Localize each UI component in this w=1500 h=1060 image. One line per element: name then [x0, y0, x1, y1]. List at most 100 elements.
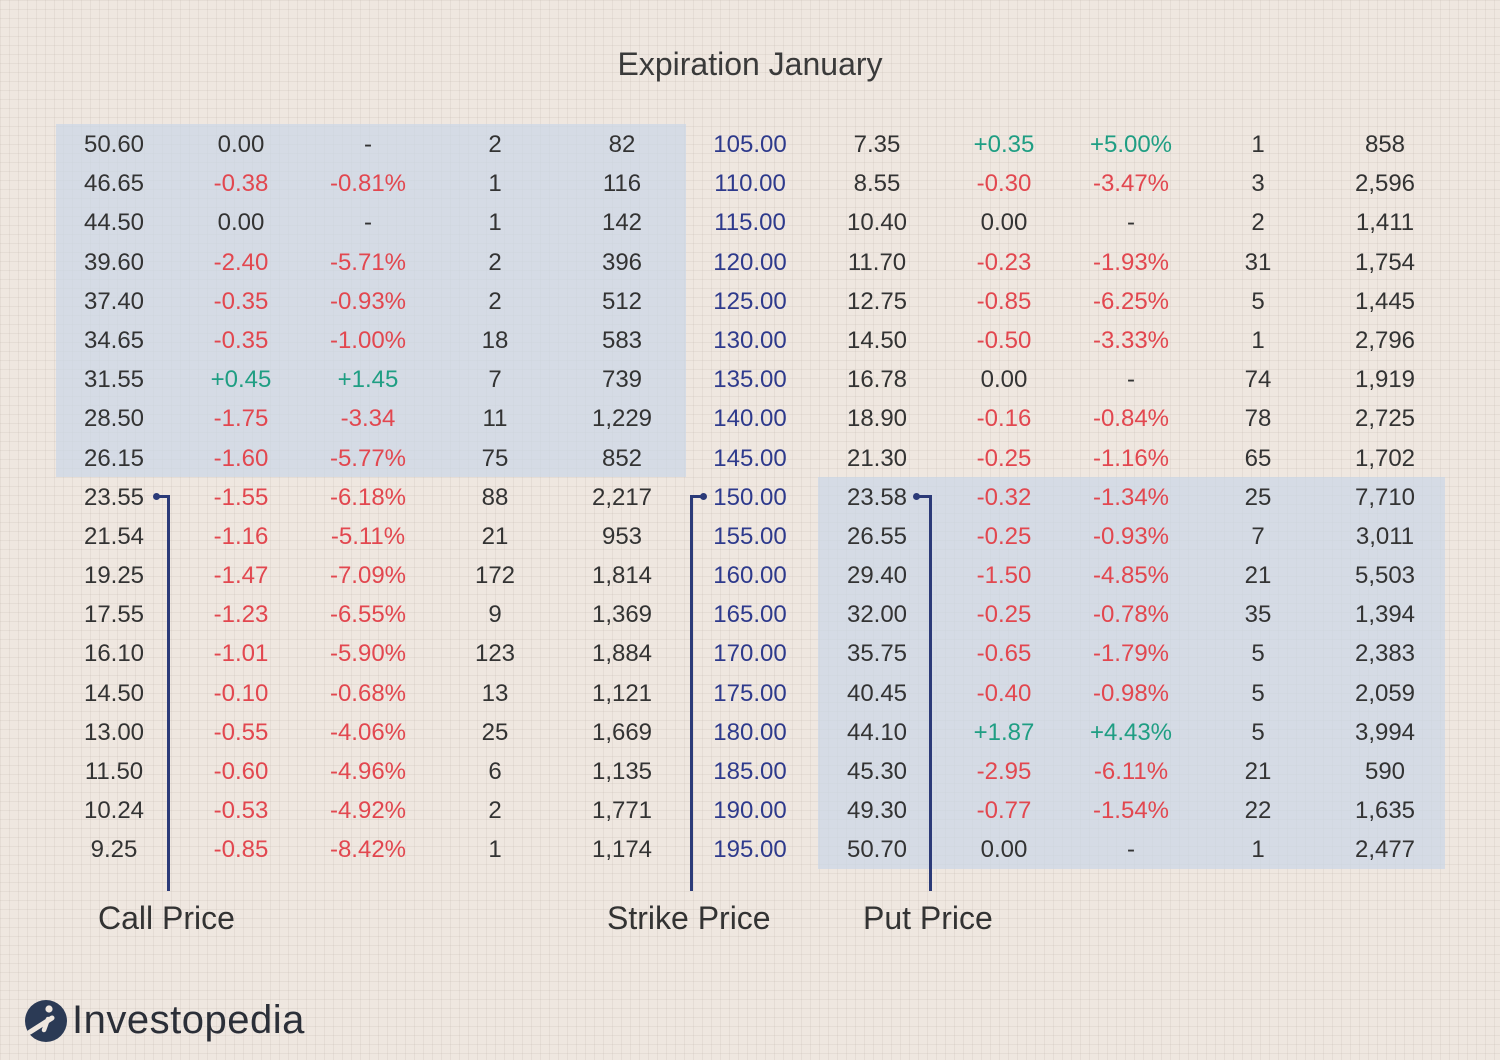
strike-cell: 175.00	[713, 679, 787, 707]
strike-cell: 135.00	[713, 366, 787, 394]
put-change-cell: -0.25	[976, 444, 1032, 472]
put-change-cell: -0.65	[976, 640, 1032, 668]
put-change-cell: -0.16	[976, 405, 1032, 433]
table-row: 50.60 0.00 - 2 82 105.00 7.35 +0.35 +5.00% 1 858	[50, 125, 1450, 164]
call-open-interest-cell: 1,174	[591, 836, 653, 864]
call-change-cell: +0.45	[210, 366, 272, 394]
put-pct-change-cell: -3.33%	[1092, 326, 1170, 354]
put-volume-cell: 1	[1251, 836, 1265, 864]
put-open-interest-cell: 1,919	[1354, 366, 1416, 394]
strike-cell: 120.00	[713, 248, 787, 276]
put-change-cell: -0.40	[976, 679, 1032, 707]
put-volume-cell: 65	[1244, 444, 1272, 472]
strike-cell: 140.00	[713, 405, 787, 433]
call-price-connector	[157, 495, 170, 498]
put-open-interest-cell: 3,994	[1354, 718, 1416, 746]
table-row: 44.50 0.00 - 1 142 115.00 10.40 0.00 - 2 1,411	[50, 203, 1450, 242]
strike-price-label: Strike Price	[607, 900, 771, 936]
put-volume-cell: 74	[1244, 366, 1272, 394]
call-open-interest-cell: 82	[608, 131, 636, 158]
strike-price-dot	[700, 493, 707, 500]
call-last-cell: 46.65	[83, 170, 145, 198]
put-price-line	[929, 495, 932, 891]
put-volume-cell: 5	[1251, 679, 1265, 707]
call-last-cell: 13.00	[83, 718, 145, 746]
strike-cell: 160.00	[713, 562, 787, 590]
strike-cell: 180.00	[713, 718, 787, 746]
put-last-cell: 29.40	[846, 562, 908, 590]
call-volume-cell: 2	[488, 248, 502, 276]
call-open-interest-cell: 953	[601, 522, 643, 550]
option-chain-table: 50.60 0.00 - 2 82 105.00 7.35 +0.35 +5.00% 1 858 46…	[50, 125, 1450, 870]
put-change-cell: +1.87	[973, 718, 1035, 746]
call-pct-change-cell: -0.68%	[329, 679, 407, 707]
call-open-interest-cell: 1,669	[591, 718, 653, 746]
call-change-cell: -0.53	[213, 797, 269, 825]
put-pct-change-cell: -	[1127, 366, 1135, 394]
put-volume-cell: 35	[1244, 601, 1272, 629]
call-volume-cell: 21	[481, 522, 509, 550]
put-pct-change-cell: -0.98%	[1092, 679, 1170, 707]
call-change-cell: -0.60	[213, 758, 269, 785]
call-change-cell: -0.85	[213, 836, 269, 864]
call-volume-cell: 75	[481, 444, 509, 472]
put-open-interest-cell: 5,503	[1354, 562, 1416, 590]
strike-cell: 105.00	[713, 131, 787, 158]
table-row: 17.55 -1.23 -6.55% 9 1,369 165.00 32.00 -0.25 -0…	[50, 595, 1450, 634]
call-pct-change-cell: -5.90%	[329, 640, 407, 668]
call-pct-change-cell: -6.18%	[329, 483, 407, 511]
call-change-cell: -1.01	[213, 640, 269, 668]
put-open-interest-cell: 2,725	[1354, 405, 1416, 433]
table-row: 19.25 -1.47 -7.09% 172 1,814 160.00 29.40 -1.50…	[50, 556, 1450, 595]
table-row: 31.55 +0.45 +1.45 7 739 135.00 16.78 0.00 - 74 1,9…	[50, 360, 1450, 399]
put-last-cell: 40.45	[846, 679, 908, 707]
put-volume-cell: 78	[1244, 405, 1272, 433]
call-change-cell: -1.55	[213, 483, 269, 511]
put-open-interest-cell: 858	[1364, 131, 1406, 158]
call-volume-cell: 172	[474, 562, 516, 590]
call-open-interest-cell: 1,135	[591, 758, 653, 785]
put-change-cell: -0.77	[976, 797, 1032, 825]
put-last-cell: 8.55	[853, 170, 901, 198]
put-price-label: Put Price	[863, 900, 993, 936]
put-change-cell: -0.25	[976, 601, 1032, 629]
put-last-cell: 49.30	[846, 797, 908, 825]
call-pct-change-cell: -8.42%	[329, 836, 407, 864]
brand-name: Investopedia	[72, 998, 305, 1042]
put-last-cell: 16.78	[846, 366, 908, 394]
call-volume-cell: 6	[488, 758, 502, 785]
call-open-interest-cell: 1,814	[591, 562, 653, 590]
call-pct-change-cell: -	[364, 131, 372, 158]
call-last-cell: 10.24	[83, 797, 145, 825]
put-pct-change-cell: -0.78%	[1092, 601, 1170, 629]
put-pct-change-cell: -	[1127, 209, 1135, 237]
table-row: 26.15 -1.60 -5.77% 75 852 145.00 21.30 -0.25 -1.…	[50, 439, 1450, 478]
put-pct-change-cell: -6.25%	[1092, 287, 1170, 315]
put-open-interest-cell: 590	[1364, 758, 1406, 785]
put-volume-cell: 22	[1244, 797, 1272, 825]
call-pct-change-cell: -3.34	[340, 405, 396, 433]
put-pct-change-cell: -4.85%	[1092, 562, 1170, 590]
put-change-cell: -0.23	[976, 248, 1032, 276]
call-last-cell: 11.50	[84, 758, 144, 785]
strike-cell: 195.00	[713, 836, 787, 864]
call-price-line	[167, 495, 170, 891]
put-volume-cell: 3	[1251, 170, 1265, 198]
put-open-interest-cell: 1,445	[1354, 287, 1416, 315]
put-volume-cell: 7	[1251, 522, 1265, 550]
put-volume-cell: 21	[1244, 562, 1272, 590]
call-last-cell: 23.55	[83, 483, 145, 511]
call-volume-cell: 25	[481, 718, 509, 746]
strike-cell: 110.00	[714, 170, 786, 198]
strike-cell: 170.00	[713, 640, 787, 668]
table-row: 39.60 -2.40 -5.71% 2 396 120.00 11.70 -0.23 -1.9…	[50, 243, 1450, 282]
call-volume-cell: 7	[488, 366, 502, 394]
call-pct-change-cell: -0.93%	[329, 287, 407, 315]
put-volume-cell: 21	[1244, 758, 1272, 785]
put-volume-cell: 2	[1251, 209, 1265, 237]
put-last-cell: 35.75	[846, 640, 908, 668]
put-open-interest-cell: 3,011	[1355, 522, 1415, 550]
put-last-cell: 11.70	[847, 248, 907, 276]
call-change-cell: -1.75	[213, 405, 269, 433]
table-row: 34.65 -0.35 -1.00% 18 583 130.00 14.50 -0.50 -3.…	[50, 321, 1450, 360]
